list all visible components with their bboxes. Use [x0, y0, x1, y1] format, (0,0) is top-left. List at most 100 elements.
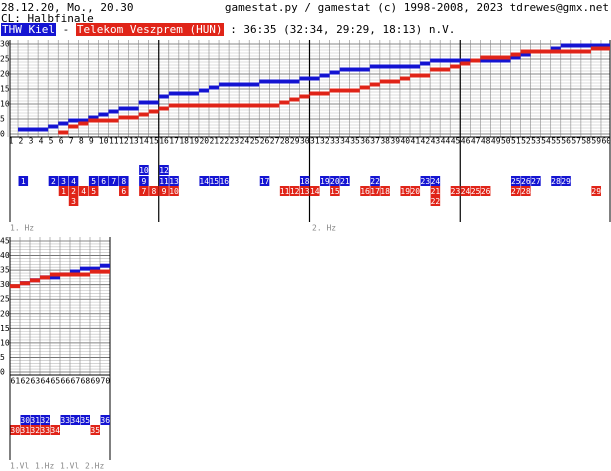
teams-line: THW Kiel - Telekom Veszprem (HUN) : 36:3…	[1, 23, 455, 36]
goal-number: 14	[310, 187, 320, 196]
goal-box	[340, 176, 350, 186]
goal-box	[139, 165, 149, 175]
y-tick-label: 20	[0, 309, 10, 318]
goal-number: 24	[461, 187, 471, 196]
x-tick-label: 26	[260, 137, 270, 146]
goal-number: 24	[431, 177, 441, 186]
goal-box	[450, 186, 461, 196]
goal-number: 23	[451, 187, 461, 196]
x-tick-label: 37	[370, 137, 380, 146]
date: 28.12.20, Mo., 20.30	[1, 1, 134, 14]
y-tick-label: 10	[0, 338, 10, 347]
away-team: Telekom Veszprem (HUN)	[75, 23, 224, 36]
goal-number: 31	[30, 416, 40, 425]
x-tick-label: 7	[69, 137, 74, 146]
goal-box	[511, 176, 521, 186]
x-tick-label: 48	[481, 137, 491, 146]
goal-number: 33	[60, 416, 70, 425]
x-tick-label: 8	[79, 137, 84, 146]
goal-number: 19	[400, 187, 410, 196]
goal-box	[209, 176, 220, 186]
goal-box	[370, 176, 380, 186]
separator: -	[62, 23, 70, 36]
x-tick-label: 25	[250, 137, 260, 146]
goal-number: 8	[121, 177, 126, 186]
y-tick-label: 10	[0, 100, 10, 109]
x-tick-label: 46	[461, 137, 471, 146]
x-tick-label: 5	[49, 137, 54, 146]
goal-box	[420, 176, 431, 186]
goal-number: 33	[40, 426, 50, 435]
goal-box	[80, 415, 90, 425]
goal-number: 18	[300, 177, 310, 186]
goal-number: 1	[61, 187, 66, 196]
goal-number: 36	[100, 416, 110, 425]
x-tick-label: 61	[11, 377, 21, 386]
x-tick-label: 31	[310, 137, 320, 146]
goal-number: 11	[159, 177, 169, 186]
goal-box	[58, 186, 69, 196]
goal-number: 28	[551, 177, 561, 186]
goal-box	[169, 176, 179, 186]
goal-number: 11	[280, 187, 290, 196]
goal-number: 4	[81, 187, 86, 196]
goal-box	[591, 186, 601, 196]
goal-box	[159, 186, 169, 196]
goal-number: 27	[511, 187, 521, 196]
x-tick-label: 42	[421, 137, 431, 146]
x-tick-label: 20	[199, 137, 209, 146]
x-tick-label: 11	[109, 137, 119, 146]
goal-box	[48, 176, 59, 186]
x-tick-label: 56	[561, 137, 571, 146]
goal-box	[330, 186, 340, 196]
y-tick-label: 0	[0, 368, 5, 377]
goal-box	[18, 176, 29, 186]
goal-box	[551, 176, 561, 186]
x-tick-label: 33	[330, 137, 340, 146]
goal-number: 13	[300, 187, 310, 196]
goal-number: 2	[51, 177, 56, 186]
x-tick-label: 60	[601, 137, 611, 146]
goal-box	[40, 425, 50, 435]
x-tick-label: 36	[360, 137, 370, 146]
goal-box	[60, 415, 70, 425]
goal-box	[68, 196, 79, 206]
goal-number: 22	[370, 177, 380, 186]
goal-number: 12	[159, 166, 169, 175]
x-tick-label: 53	[531, 137, 541, 146]
x-tick-label: 54	[541, 137, 551, 146]
x-tick-label: 35	[350, 137, 360, 146]
x-tick-label: 70	[101, 377, 111, 386]
goal-number: 34	[50, 426, 60, 435]
goal-box	[169, 186, 179, 196]
x-tick-label: 57	[571, 137, 581, 146]
y-tick-label: 0	[0, 130, 5, 139]
goal-box	[561, 176, 571, 186]
goal-box	[470, 186, 481, 196]
x-tick-label: 13	[129, 137, 139, 146]
goal-box	[30, 425, 40, 435]
y-tick-label: 25	[0, 295, 10, 304]
goal-number: 21	[340, 177, 350, 186]
goal-number: 18	[380, 187, 390, 196]
x-tick-label: 65	[51, 377, 61, 386]
x-tick-label: 30	[300, 137, 310, 146]
x-tick-label: 39	[390, 137, 400, 146]
goal-box	[370, 186, 380, 196]
goal-box	[430, 186, 441, 196]
goal-number: 7	[111, 177, 116, 186]
goal-number: 6	[101, 177, 106, 186]
goal-number: 35	[80, 416, 90, 425]
goal-number: 7	[141, 187, 146, 196]
goal-box	[30, 415, 40, 425]
x-tick-label: 12	[119, 137, 129, 146]
x-tick-label: 66	[61, 377, 71, 386]
x-tick-label: 58	[581, 137, 591, 146]
goal-number: 6	[121, 187, 126, 196]
period-label: 1.Hz	[35, 462, 54, 471]
goal-box	[299, 176, 310, 186]
goal-box	[139, 186, 149, 196]
goal-number: 17	[260, 177, 270, 186]
y-tick-label: 20	[0, 70, 10, 79]
